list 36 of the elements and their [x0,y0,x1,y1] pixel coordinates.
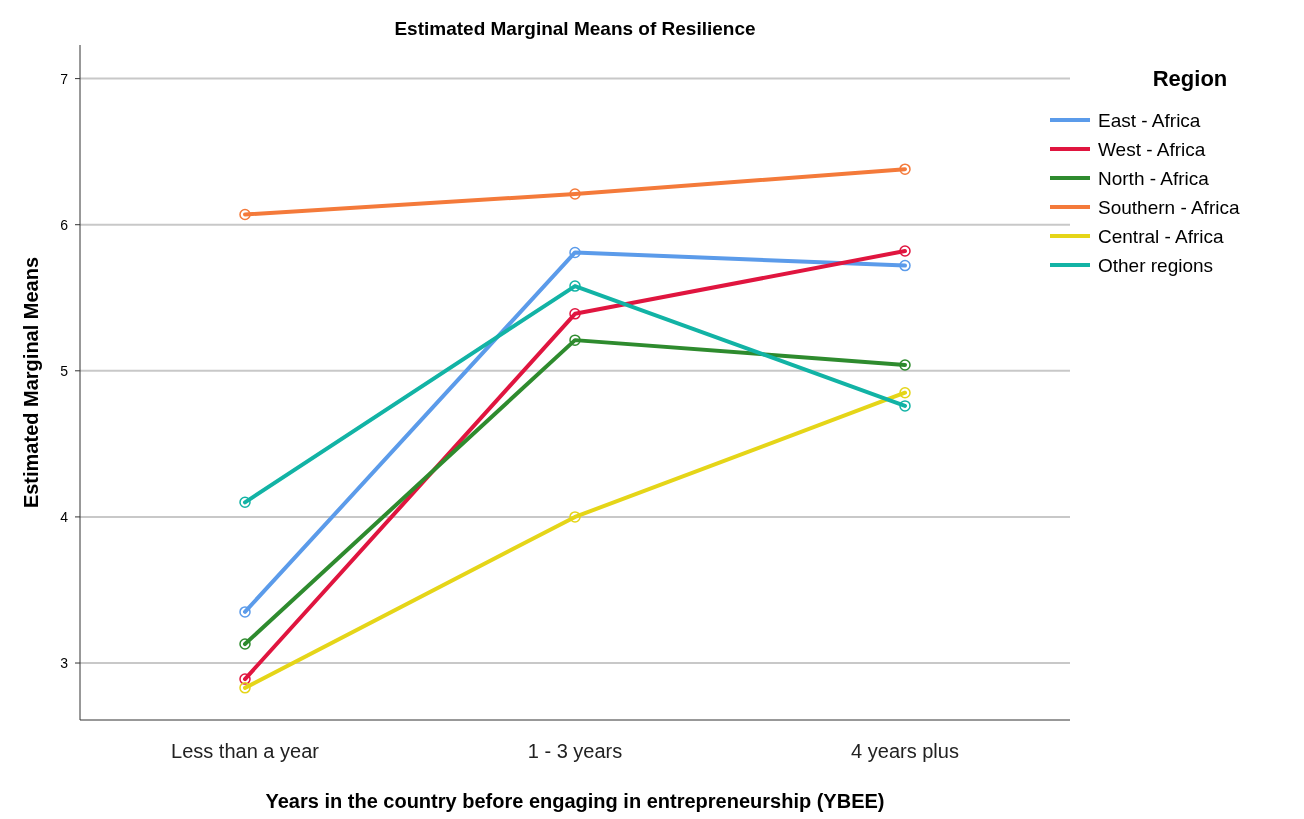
point [569,511,581,523]
chart-title: Estimated Marginal Means of Resilience [394,18,756,39]
point [569,246,581,259]
legend-label: East - Africa [1098,109,1201,131]
legend-label: Other regions [1098,254,1214,276]
legend-label: Southern - Africa [1098,196,1240,218]
x-tick-label: 1 - 3 years [527,740,623,762]
point [569,188,581,200]
y-axis-title: Estimated Marginal Means [20,256,42,509]
point [239,208,251,221]
x-axis-title: Years in the country before engaging in entrepreneurship (YBEE) [265,790,885,812]
point [239,496,251,509]
legend-label: North - Africa [1098,167,1210,189]
y-tick-label: 6 [60,216,69,233]
point [899,359,911,371]
y-tick-label: 4 [60,508,69,525]
point [239,682,251,694]
point [569,280,581,292]
legend-label: Central - Africa [1098,225,1225,247]
point [899,400,911,412]
x-tick-label: 4 years plus [851,740,959,762]
point [239,673,251,685]
y-tick-label: 3 [60,654,69,671]
point [899,259,911,272]
point [569,334,581,346]
x-tick-label: Less than a year [171,740,320,762]
point [239,606,251,618]
y-tick-label: 7 [60,70,69,87]
point [569,308,581,320]
legend-title: Region [1152,66,1228,91]
point [899,245,911,257]
point [899,163,911,175]
y-tick-label: 5 [60,362,69,379]
point [899,386,911,399]
legend-label: West - Africa [1098,138,1206,160]
point [239,638,251,650]
